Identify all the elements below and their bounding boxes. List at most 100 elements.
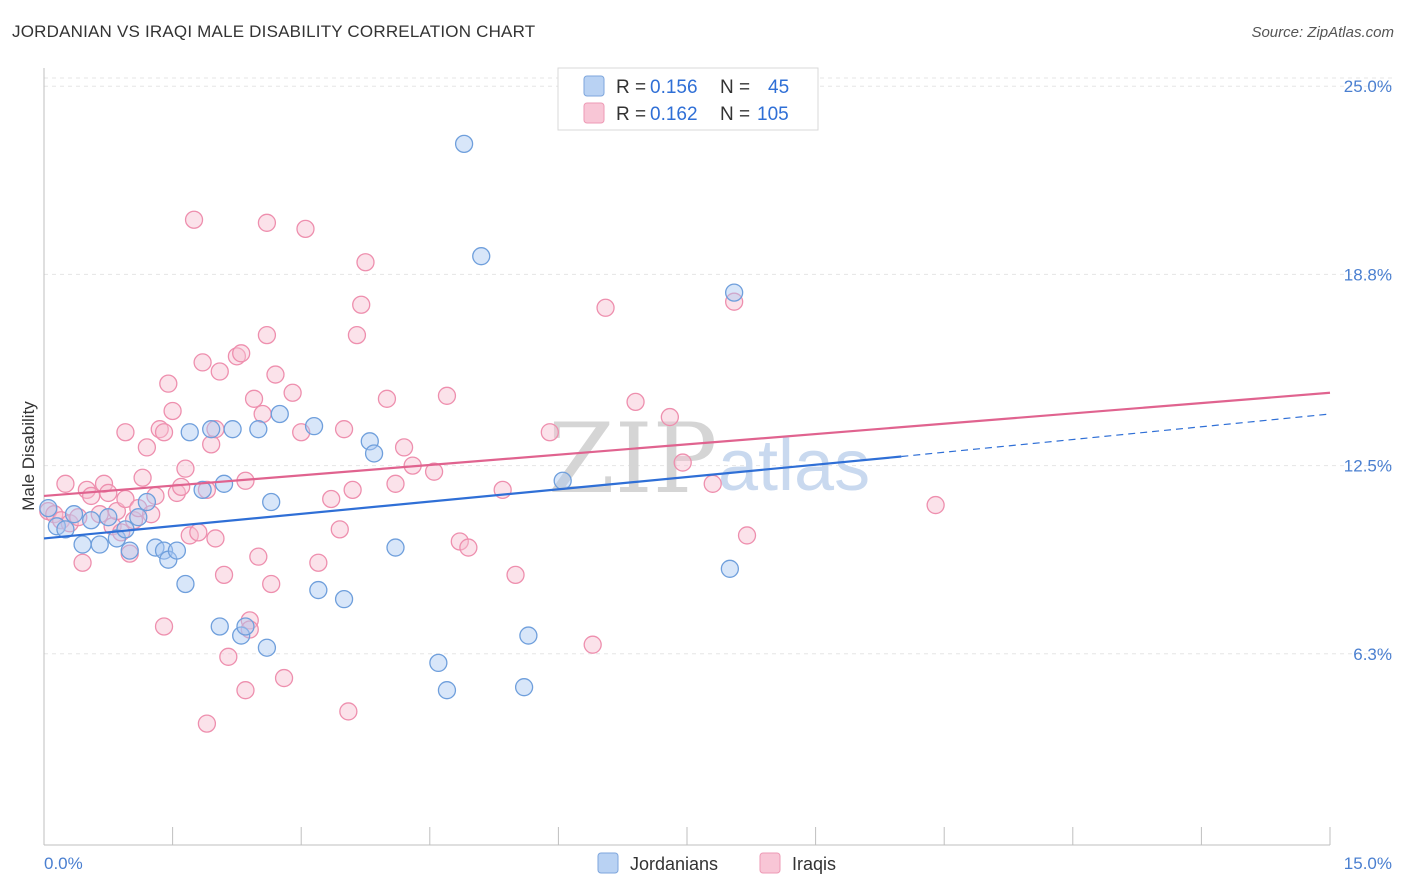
iraqis-point xyxy=(154,617,174,636)
x-tick-label-min: 0.0% xyxy=(44,854,83,873)
iraqis-point xyxy=(189,523,208,542)
iraqis-point xyxy=(626,392,645,412)
iraqis-point xyxy=(82,486,101,506)
iraqis-point xyxy=(540,423,559,442)
jordanians-point xyxy=(249,420,268,439)
jordanians-point xyxy=(167,541,187,560)
legend-jordanians-swatch xyxy=(597,852,619,874)
iraqis-point xyxy=(197,480,217,500)
jordanians-point xyxy=(236,617,255,636)
iraqis-point xyxy=(244,389,264,408)
iraqis-point xyxy=(257,213,277,232)
stats-legend: R = 0.156 N = 45 R = 0.162 N = 105 xyxy=(557,67,819,131)
iraqis-point xyxy=(219,647,238,666)
iraqis-point xyxy=(214,565,234,585)
legend-iraqis-swatch xyxy=(759,852,781,874)
iraqis-point xyxy=(73,553,92,572)
y-tick-labels: 25.0% 18.8% 12.5% 6.3% xyxy=(1344,77,1392,664)
iraqis-point xyxy=(116,423,135,442)
iraqis-point xyxy=(296,219,315,239)
iraqis-point xyxy=(253,404,272,424)
jordanians-point xyxy=(262,492,281,512)
jordanians-n-label: N = xyxy=(720,77,750,98)
jordanians-point xyxy=(39,498,58,518)
y-tick-label: 25.0% xyxy=(1344,77,1392,96)
jordanians-point xyxy=(270,404,289,424)
iraqis-point xyxy=(163,401,182,421)
iraqis-point xyxy=(737,526,757,545)
jordanians-point xyxy=(73,535,92,554)
jordanians-point xyxy=(193,480,212,500)
jordanians-point xyxy=(364,444,384,463)
trend-lines xyxy=(43,391,1331,540)
chart-title: JORDANIAN VS IRAQI MALE DISABILITY CORRE… xyxy=(12,22,536,41)
watermark-zip: ZIP xyxy=(548,403,717,515)
jordanians-r-label: R = xyxy=(616,77,646,98)
iraqis-point xyxy=(339,702,358,721)
iraqis-point xyxy=(236,681,255,700)
watermark: ZIP atlas xyxy=(548,403,870,515)
jordanians-point xyxy=(210,617,229,636)
iraqis-point xyxy=(596,298,615,317)
gridlines xyxy=(44,77,1392,655)
iraqis-point xyxy=(583,635,602,654)
jordanians-point xyxy=(99,508,118,527)
x-tick-label-max: 15.0% xyxy=(1344,854,1392,873)
iraqis-point xyxy=(257,325,277,345)
jordanians-n-value: 45 xyxy=(768,77,789,98)
jordanians-point xyxy=(176,574,195,594)
iraqis-point xyxy=(673,453,692,472)
iraqis-r-value: 0.162 xyxy=(650,104,698,125)
jordanians-series xyxy=(39,134,744,700)
jordanians-point xyxy=(82,511,101,530)
iraqis-point xyxy=(703,474,722,493)
iraqis-point xyxy=(94,474,114,493)
jordanians-point xyxy=(309,580,328,600)
y-tick-label: 6.3% xyxy=(1353,645,1392,664)
iraqis-trend-line xyxy=(43,391,1331,498)
iraqis-point xyxy=(506,565,525,585)
iraqis-point xyxy=(926,495,945,515)
iraqis-n-value: 105 xyxy=(757,104,789,125)
iraqis-point xyxy=(154,423,174,442)
jordanians-point xyxy=(180,423,199,442)
iraqis-point xyxy=(330,520,349,539)
iraqis-point xyxy=(249,547,268,566)
iraqis-point xyxy=(283,383,302,402)
chart-source: Source: ZipAtlas.com xyxy=(1251,24,1394,41)
jordanians-trend-extension xyxy=(901,413,1331,458)
iraqis-point xyxy=(202,435,221,454)
jordanians-point xyxy=(429,653,448,673)
iraqis-series xyxy=(39,210,945,733)
iraqis-point xyxy=(352,295,371,314)
iraqis-point xyxy=(437,386,457,405)
legend-iraqis-label: Iraqis xyxy=(792,854,836,874)
iraqis-point xyxy=(343,480,362,500)
iraqis-point xyxy=(459,538,478,557)
jordanians-point xyxy=(154,541,174,560)
x-tick-marks xyxy=(43,827,1331,845)
iraqis-point xyxy=(347,325,367,345)
jordanians-point xyxy=(232,626,251,645)
iraqis-point xyxy=(232,344,251,363)
iraqis-point xyxy=(262,574,281,594)
jordanians-point xyxy=(720,559,740,578)
jordanians-point xyxy=(56,520,75,539)
iraqis-point xyxy=(424,462,444,481)
jordanians-point xyxy=(64,505,84,524)
iraqis-point xyxy=(660,407,680,427)
jordanians-point xyxy=(514,678,534,697)
iraqis-point xyxy=(274,668,294,688)
iraqis-point xyxy=(133,468,152,487)
iraqis-swatch xyxy=(583,102,605,124)
jordanians-point xyxy=(519,626,538,645)
jordanians-point xyxy=(725,283,744,302)
jordanians-swatch xyxy=(583,75,605,97)
iraqis-point xyxy=(176,459,195,478)
iraqis-point xyxy=(309,553,328,572)
jordanians-point xyxy=(120,541,139,560)
jordanians-point xyxy=(137,492,157,512)
jordanians-point xyxy=(214,474,234,493)
jordanians-point xyxy=(223,420,242,439)
